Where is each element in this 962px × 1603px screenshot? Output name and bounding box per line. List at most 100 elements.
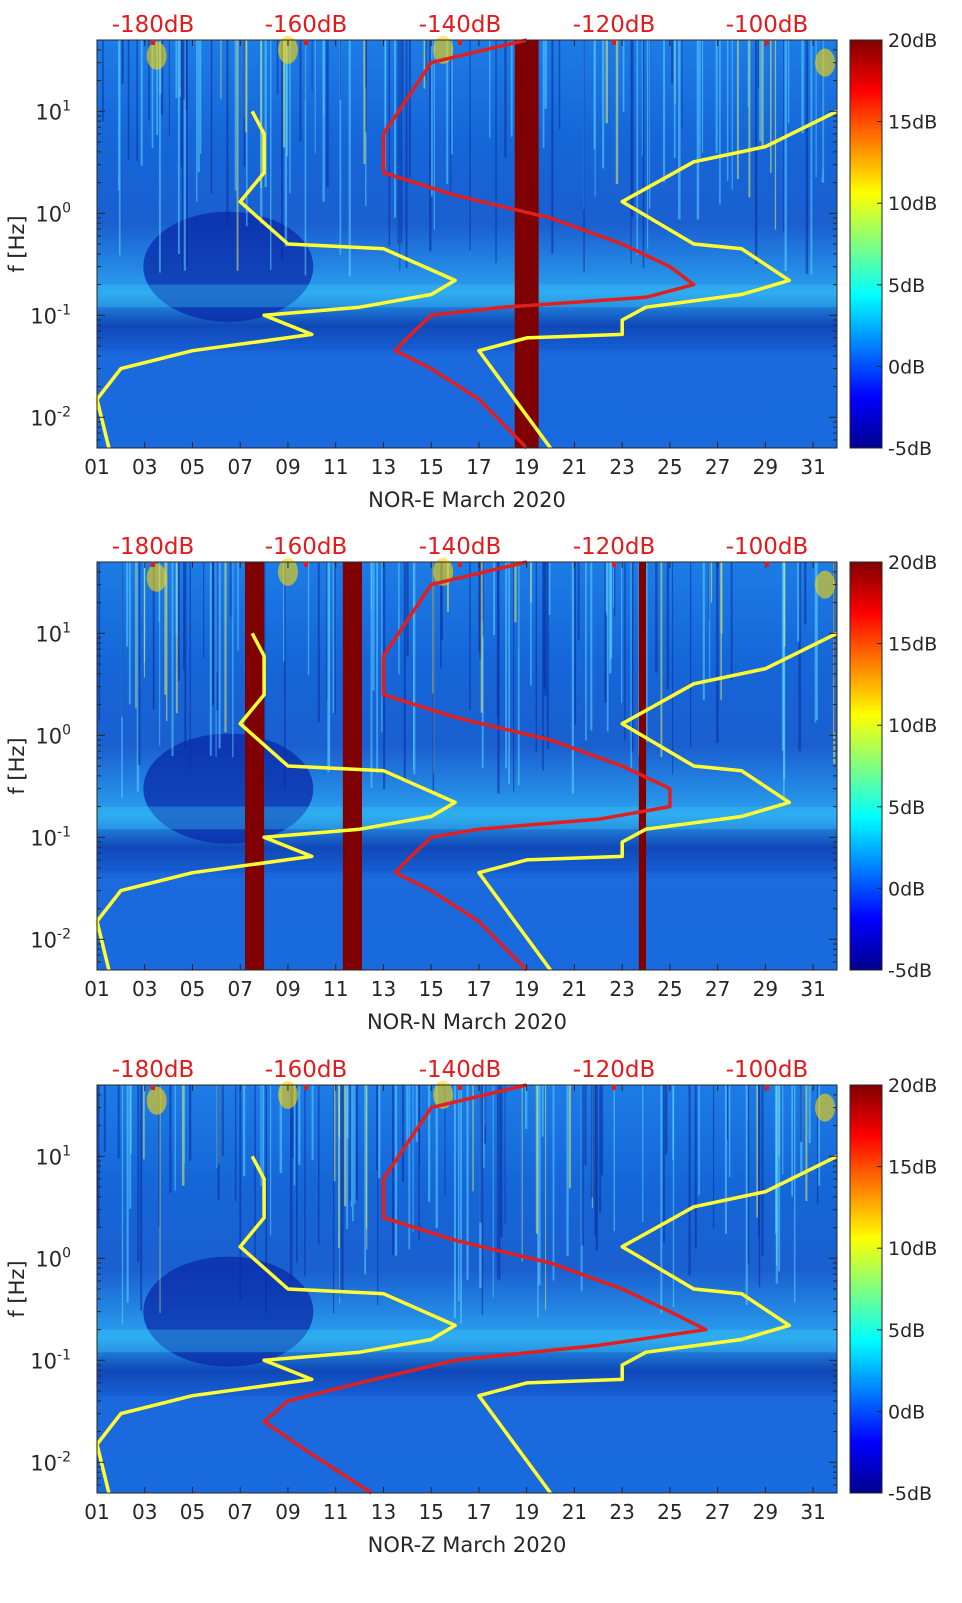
streak (397, 40, 399, 245)
x-tick-label: 03 (132, 1500, 157, 1524)
streak (787, 40, 790, 123)
streak (552, 1085, 555, 1281)
streak (236, 40, 239, 271)
streak (372, 562, 375, 691)
streak (118, 40, 120, 191)
streak (365, 1085, 368, 1229)
streak (304, 40, 307, 276)
streak (504, 1085, 506, 1225)
streak (418, 1085, 420, 1241)
streak (135, 562, 137, 709)
x-tick-label: 09 (275, 455, 300, 479)
streak (546, 562, 549, 749)
streak (710, 562, 713, 603)
streak (673, 40, 676, 159)
x-tick-label: 27 (705, 977, 730, 1001)
streak (613, 562, 616, 617)
streak (346, 1085, 348, 1230)
streak (181, 1085, 185, 1186)
spectrogram-panel-3: 01 03 05 07 09 11 13 15 17 19 21 23 25 27 29 31 NOR-Z Ma… (5, 1057, 937, 1557)
streak (199, 40, 202, 154)
streak (492, 1085, 494, 1298)
streak (435, 1085, 438, 1228)
streak (678, 40, 681, 220)
streak (530, 562, 532, 603)
y-tick-label: 10-2 (30, 926, 71, 952)
streak (631, 40, 634, 218)
top-axis-label: -140dB (419, 12, 502, 38)
x-tick-label: 15 (418, 977, 443, 1001)
streak (183, 40, 186, 271)
streak (548, 562, 551, 616)
streak (143, 1085, 145, 1160)
streak (183, 40, 185, 100)
streak (217, 1085, 220, 1200)
streak (613, 1085, 616, 1232)
streak (425, 40, 427, 81)
streak (495, 40, 497, 263)
streak (339, 40, 342, 255)
top-axis-label: -140dB (419, 534, 502, 560)
yellow-reference-curve (95, 632, 457, 971)
red-noise-curve (381, 560, 672, 972)
streak (189, 562, 191, 769)
y-tick-label: 10-2 (30, 1449, 71, 1475)
streak (551, 40, 554, 254)
x-tick-label: 29 (753, 977, 778, 1001)
streak (810, 40, 813, 275)
streak (121, 40, 124, 84)
streak (469, 562, 471, 711)
streak (394, 40, 397, 218)
streak (593, 40, 596, 150)
streak (400, 40, 403, 244)
hotspot (146, 1086, 167, 1115)
streak (466, 1085, 469, 1280)
x-tick-label: 01 (84, 1500, 109, 1524)
streak (481, 1085, 484, 1315)
streak (484, 1085, 487, 1144)
streak (381, 562, 383, 733)
streak (168, 40, 170, 136)
top-axis-label: -180dB (112, 12, 195, 38)
x-tick-label: 05 (180, 1500, 205, 1524)
x-tick-label: 31 (800, 977, 825, 1001)
x-tick-label: 13 (371, 1500, 396, 1524)
streak (365, 40, 367, 133)
streak (265, 1085, 268, 1313)
y-tick-label: 101 (35, 620, 71, 646)
streak (609, 562, 613, 659)
streak (489, 40, 491, 139)
top-axis-label: -100dB (726, 534, 809, 560)
streak (483, 1085, 485, 1168)
x-tick-label: 31 (800, 1500, 825, 1524)
colorbar-tick-label: 0dB (888, 356, 925, 378)
streak (472, 1085, 474, 1192)
streak (151, 40, 154, 149)
streak (403, 562, 406, 781)
streak (180, 40, 183, 167)
streak (363, 40, 366, 164)
hotspot (277, 35, 298, 64)
streak (604, 562, 607, 703)
x-tick-label: 13 (371, 977, 396, 1001)
streak (622, 40, 625, 112)
x-tick-label: 21 (562, 455, 587, 479)
x-tick-label: 05 (180, 977, 205, 1001)
x-tick-label: 19 (514, 1500, 539, 1524)
streak (450, 40, 453, 155)
streak (798, 562, 801, 751)
streak (156, 40, 158, 136)
streak (348, 40, 351, 277)
streak (216, 1085, 218, 1168)
streak (276, 40, 279, 95)
streak (140, 1085, 143, 1311)
streak (181, 40, 184, 271)
red-noise-curve (381, 38, 696, 450)
streak (446, 40, 449, 184)
streak (349, 1085, 352, 1202)
streak (601, 40, 605, 169)
streak (215, 562, 217, 757)
streak (761, 1085, 764, 1256)
streak (160, 40, 164, 115)
streak (480, 562, 483, 713)
